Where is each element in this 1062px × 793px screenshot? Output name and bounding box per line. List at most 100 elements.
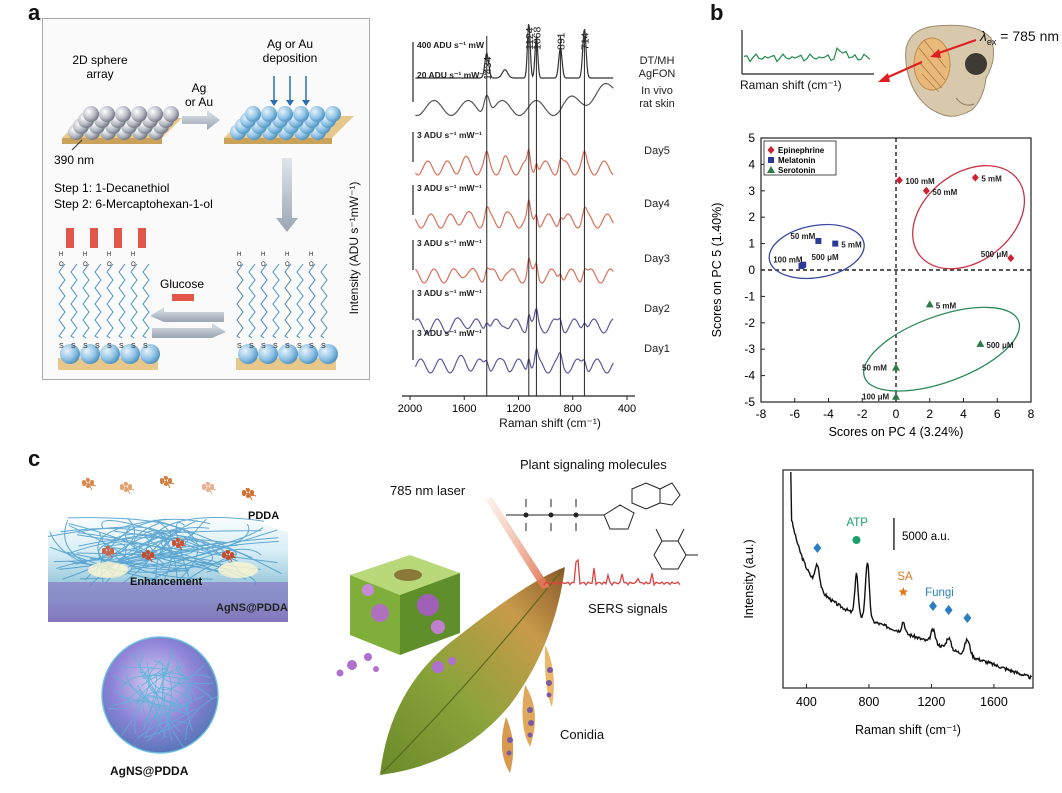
ytick-b--1: -1 [744,289,755,303]
glucose-icon [172,294,194,301]
xtick-b-8: 8 [1028,407,1035,421]
size-label: 390 nm [54,153,94,167]
conidia-icon [501,645,554,773]
deposition-label-2: deposition [263,51,318,65]
pca-ylabel: Scores on PC 5 (1.40%) [710,203,724,338]
xtick-a-800: 800 [564,403,582,415]
svg-text:S: S [297,343,302,350]
inset-spectrum-line [743,47,871,63]
xtick-c-1200: 1200 [918,695,946,709]
spectrum-line-0 [415,23,614,79]
pca-point-epinephrine-3 [1007,254,1015,263]
pca-xlabel: Scores on PC 4 (3.24%) [829,425,964,439]
pca-label-2-3: 100 μM [862,393,889,402]
laser-label: 785 nm laser [390,483,466,498]
annotation-fungi: Fungi [925,587,954,599]
spectrum-c-line [790,471,1032,680]
annotation-atp: ATP [846,517,868,529]
series-label-4: Day3 [644,253,670,265]
series-label-0: AgFON [639,68,676,80]
ytick-b--4: -4 [744,369,755,383]
pca-point-serotonin-0 [925,300,934,308]
svg-text:O: O [285,262,290,268]
peak-label-1068: 1068 [531,26,543,50]
peak-marker-3 [929,601,937,611]
svg-text:S: S [71,343,76,350]
pca-label-0-3: 500 μM [981,250,1008,259]
svg-text:S: S [131,343,136,350]
pca-point-serotonin-2 [892,363,900,371]
xtick-a-1600: 1600 [452,403,476,415]
svg-text:S: S [143,343,148,350]
panel-a-schematic: 2D sphere array 390 nm Ag or Au Ag or Au… [42,18,370,380]
arrow-down-icon [276,158,298,232]
pca-label-2-1: 500 μM [986,341,1013,350]
svg-text:H: H [83,252,87,258]
legend-melatonin: Melatonin [778,156,815,165]
ytick-b-5: 5 [748,131,755,145]
svg-text:S: S [261,343,266,350]
svg-text:S: S [273,343,278,350]
pca-label-1-2: 100 mM [773,256,803,265]
panel-c-spectrum: 400 800 1200 1600 Raman shift (cm⁻¹) Intensit… [735,460,1055,760]
pca-point-epinephrine-1 [922,186,930,195]
spectrum-c-ylabel: Intensity (a.u.) [742,539,756,618]
pca-point-melatonin-1 [832,240,839,247]
molecules-label: Plant signaling molecules [520,457,667,472]
svg-text:H: H [131,252,135,258]
svg-text:S: S [309,343,314,350]
conidia-label: Conidia [560,727,605,742]
panel-b-top: Raman shift (cm⁻¹) λex = 785 nm [736,18,1059,128]
inset-xlabel: Raman shift (cm⁻¹) [740,78,842,92]
svg-text:S: S [285,343,290,350]
pca-label-2-0: 5 mM [936,301,957,310]
peak-label-1124: 1124 [524,27,536,50]
legend-serotonin: Serotonin [778,166,815,175]
enhancement-label: Enhancement [130,576,203,588]
svg-text:O: O [83,262,88,268]
spectrum-line-2 [414,148,614,176]
svg-text:S: S [83,343,88,350]
ytick-b--3: -3 [744,342,755,356]
xtick-c-400: 400 [796,695,817,709]
pca-label-1-0: 50 mM [790,232,815,241]
svg-text:H: H [107,252,111,258]
step1-label: Step 1: 1-Decanethiol [54,181,169,195]
xtick-b--4: -4 [823,407,834,421]
annotation-sa: SA [897,571,913,583]
xtick-b-6: 6 [994,407,1001,421]
svg-text:H: H [285,252,289,258]
pca-label-0-0: 100 mM [905,177,935,186]
melatonin-cluster [768,223,865,280]
arrow-right-icon [182,110,220,130]
pca-point-serotonin-3 [892,392,900,400]
panel-label-c: c [28,446,41,471]
peak-marker-0 [813,543,822,553]
xtick-c-800: 800 [859,695,880,709]
scale-label-0: 400 ADU s⁻¹ mW [417,40,485,50]
xtick-a-2000: 2000 [398,403,422,415]
xtick-a-400: 400 [618,403,636,415]
scale-label-4: 3 ADU s⁻¹ mW⁻¹ [417,238,482,248]
ytick-b-2: 2 [748,210,755,224]
panel-a-spectra: 400 ADU s⁻¹ mW DT/MH AgFON 20 ADU s⁻¹ mW⁻¹ I… [347,18,695,438]
svg-text:O: O [107,262,112,268]
svg-text:O: O [261,262,266,268]
epinephrine-cluster [912,164,1026,270]
pca-point-epinephrine-0 [895,176,903,185]
laser-beam [485,497,550,589]
sphere-array-blue [224,76,354,144]
sphere-array-label-1: 2D sphere [72,53,128,67]
ytick-b-0: 0 [748,263,755,277]
svg-text:H: H [261,252,265,258]
skull-image [905,24,995,117]
peak-marker-2 [898,587,909,596]
serotonin-cluster [863,306,1021,392]
svg-text:S: S [107,343,112,350]
scale-label-1: 20 ADU s⁻¹ mW⁻¹ [417,70,487,80]
series-label-1: rat skin [639,98,674,110]
spectrum-line-5 [414,308,614,334]
agns-sphere-image [95,630,225,760]
peak-marker-5 [963,613,972,623]
